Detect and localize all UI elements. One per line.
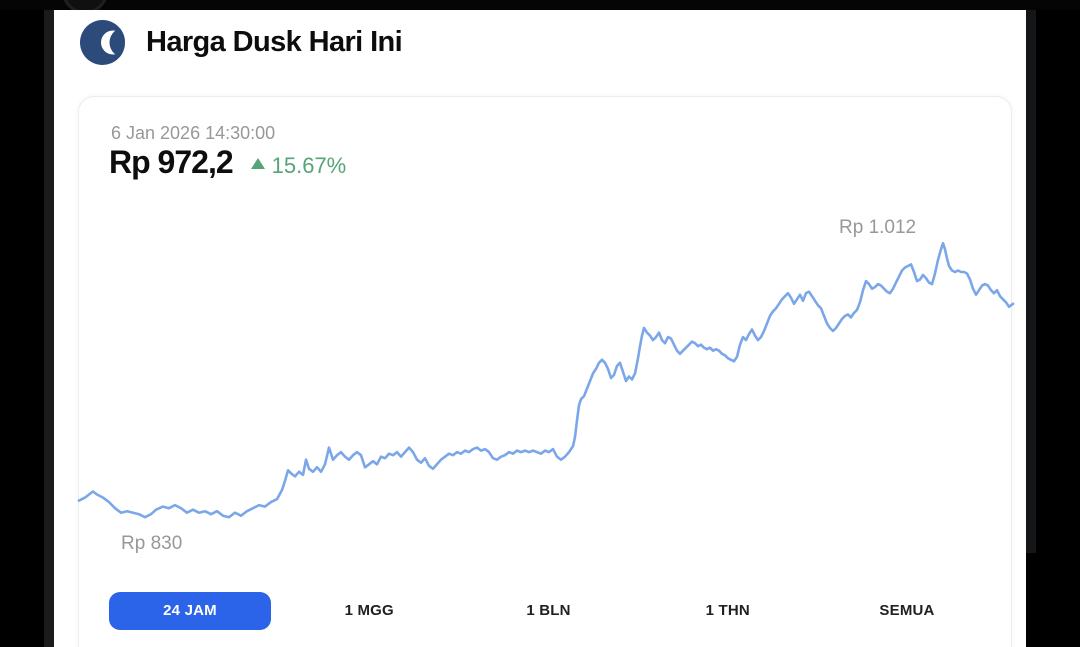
price-change-badge: 15.67% — [250, 153, 347, 179]
timeframe-1bln-button[interactable]: 1 BLN — [468, 592, 630, 630]
timeframe-1mgg-button[interactable]: 1 MGG — [288, 592, 450, 630]
timeframe-24jam-button[interactable]: 24 JAM — [109, 592, 271, 630]
bezel-top — [0, 0, 1080, 10]
price-change-percent: 15.67% — [271, 153, 347, 178]
timeframe-semua-button[interactable]: SEMUA — [826, 592, 988, 630]
price-row: Rp 972,2 15.67% — [109, 144, 346, 181]
chart-low-label: Rp 830 — [121, 533, 183, 554]
crescent-moon-logo-icon — [80, 20, 125, 65]
notch-circle — [62, 0, 108, 10]
bezel-left-strip — [44, 0, 54, 647]
quote-timestamp: 6 Jan 2026 14:30:00 — [111, 123, 276, 143]
bezel-right-strip — [1026, 10, 1036, 553]
current-price: Rp 972,2 — [109, 144, 234, 180]
timeframe-selector: 24 JAM 1 MGG 1 BLN 1 THN SEMUA — [109, 592, 988, 630]
app-header: Harga Dusk Hari Ini — [80, 20, 403, 65]
price-chart-card: 6 Jan 2026 14:30:00 Rp 972,2 15.67% Rp 1… — [77, 96, 1015, 647]
triangle-up-icon — [250, 157, 265, 169]
bezel-left — [0, 0, 44, 647]
page-title: Harga Dusk Hari Ini — [146, 26, 403, 58]
price-line-chart[interactable] — [77, 216, 1015, 546]
timeframe-1thn-button[interactable]: 1 THN — [647, 592, 809, 630]
chart-area — [77, 216, 1015, 546]
chart-high-label: Rp 1.012 — [839, 217, 917, 238]
